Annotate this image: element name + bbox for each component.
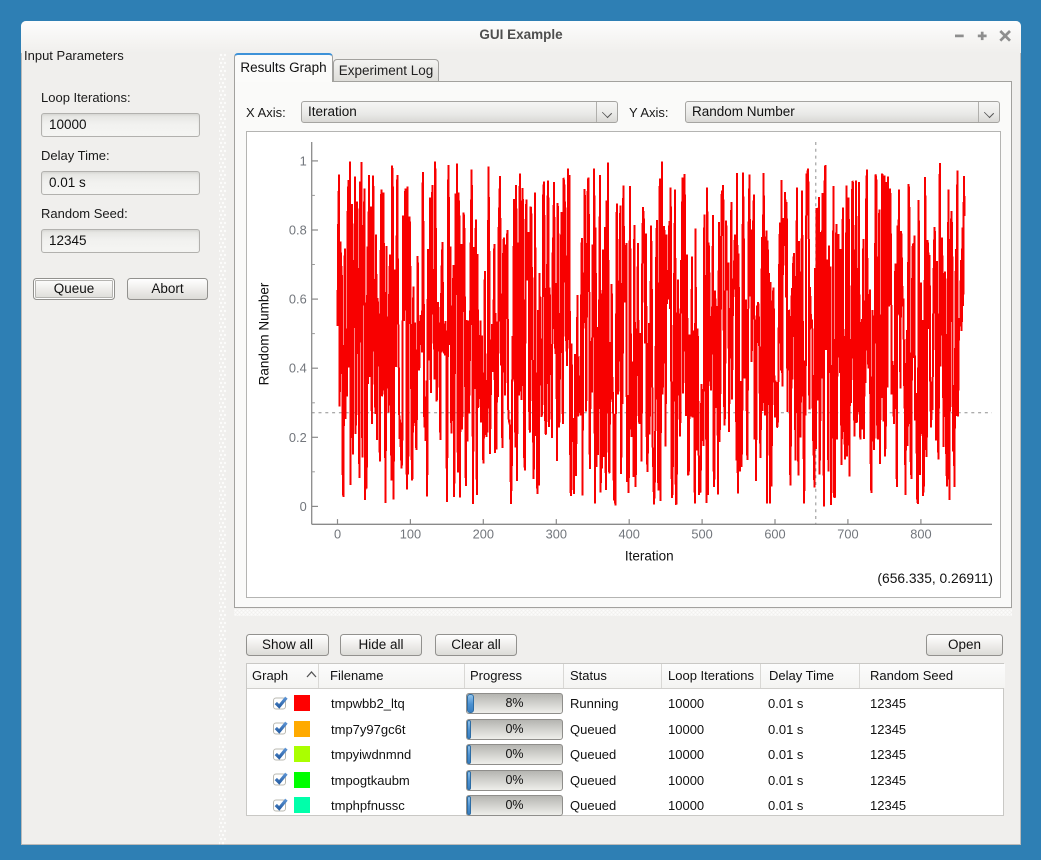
svg-text:500: 500 — [691, 527, 712, 542]
svg-text:0: 0 — [300, 499, 307, 514]
svg-text:0.8: 0.8 — [289, 223, 307, 238]
svg-text:0: 0 — [334, 527, 341, 542]
svg-text:300: 300 — [546, 527, 567, 542]
svg-text:Random Number: Random Number — [257, 282, 272, 385]
svg-text:400: 400 — [619, 527, 640, 542]
svg-text:800: 800 — [910, 527, 931, 542]
svg-text:0.2: 0.2 — [289, 430, 307, 445]
svg-text:200: 200 — [473, 527, 494, 542]
svg-text:0.4: 0.4 — [289, 361, 307, 376]
svg-text:Iteration: Iteration — [625, 549, 674, 564]
svg-text:(656.335, 0.26911): (656.335, 0.26911) — [877, 571, 993, 586]
svg-text:1: 1 — [300, 153, 307, 168]
svg-text:700: 700 — [837, 527, 858, 542]
svg-text:600: 600 — [764, 527, 785, 542]
svg-text:0.6: 0.6 — [289, 292, 307, 307]
svg-text:100: 100 — [400, 527, 421, 542]
